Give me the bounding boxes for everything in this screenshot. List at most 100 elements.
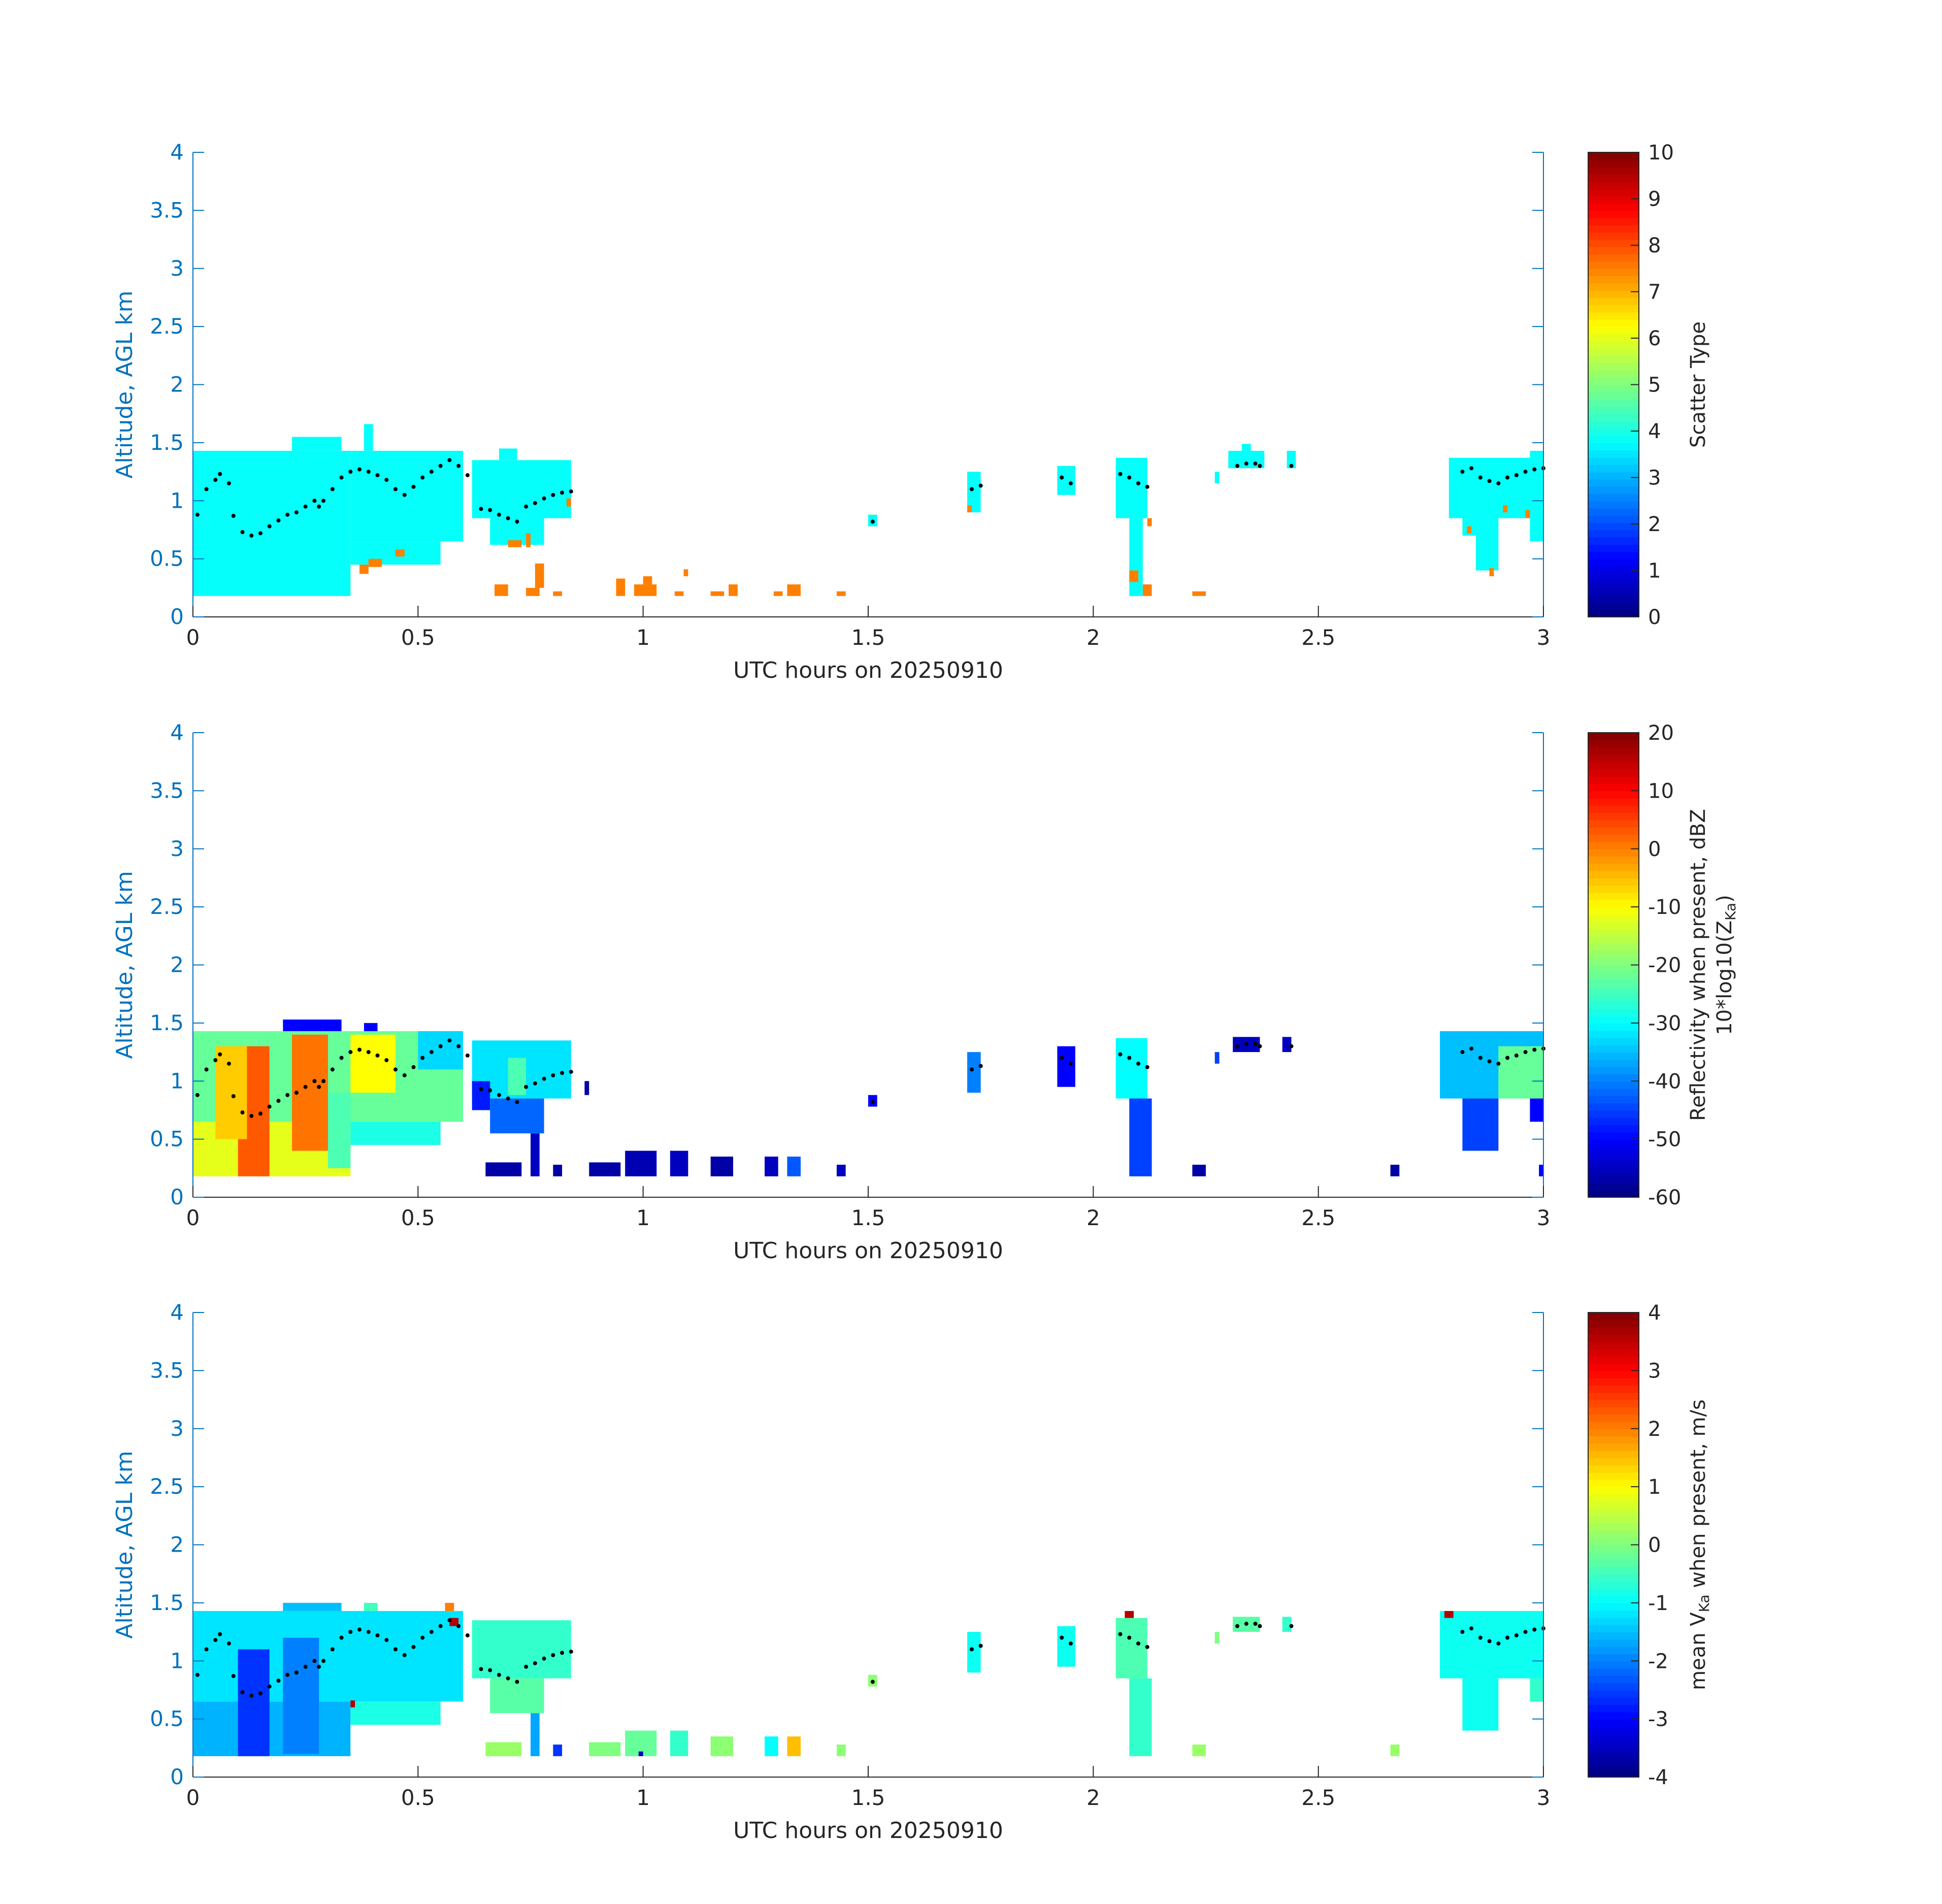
cloud-base-point [317, 1664, 321, 1669]
heatmap-cell [238, 1649, 270, 1756]
heatmap-cell [328, 1093, 351, 1168]
colorbar-segment [1588, 907, 1639, 915]
heatmap-cell [1214, 1632, 1220, 1644]
colorbar-label: Scatter Type [1687, 321, 1710, 448]
colorbar-segment [1588, 1487, 1639, 1495]
cloud-base-point [1235, 1044, 1240, 1048]
heatmap-cell [1444, 1611, 1454, 1618]
cloud-base-point [249, 1693, 254, 1698]
cloud-base-point [1496, 481, 1501, 485]
cloud-base-point [456, 464, 461, 468]
cloud-base-point [1478, 1635, 1483, 1640]
x-tick-label: 2 [1087, 1785, 1100, 1810]
colorbar-segment [1588, 1370, 1639, 1378]
cloud-base-point [204, 1647, 209, 1652]
colorbar-segment [1588, 290, 1639, 298]
colorbar-segment [1588, 1356, 1639, 1364]
heatmap-cell [495, 584, 508, 596]
heatmap-cell [499, 448, 517, 461]
colorbar-segment [1588, 1023, 1639, 1031]
cloud-base-point [488, 508, 492, 512]
colorbar-label-line2: 10*log10(ZKa) [1713, 895, 1739, 1035]
cloud-base-point [357, 1627, 362, 1632]
colorbar-segment [1588, 776, 1639, 784]
heatmap-cell [1462, 1678, 1499, 1731]
y-tick-label: 2.5 [150, 314, 184, 339]
colorbar-segment [1588, 1110, 1639, 1118]
cloud-base-point [1469, 1046, 1474, 1051]
heatmap-cell [643, 576, 652, 584]
colorbar-segment [1588, 1161, 1639, 1169]
cloud-base-point [375, 1053, 380, 1058]
cloud-base-point [1460, 1050, 1465, 1055]
colorbar-segment [1588, 167, 1639, 175]
heatmap-cell [787, 1156, 801, 1176]
colorbar-segment [1588, 224, 1639, 233]
cloud-base-point [312, 1659, 317, 1663]
colorbar-segment [1588, 312, 1639, 320]
cloud-base-point [978, 1064, 983, 1068]
cloud-base-point [402, 1073, 407, 1077]
cloud-base-point [1253, 1622, 1258, 1626]
heatmap-cell [710, 591, 725, 596]
y-tick-label: 3 [170, 1416, 184, 1441]
colorbar-segment [1588, 1008, 1639, 1016]
colorbar-segment [1588, 1327, 1639, 1335]
colorbar-segment [1588, 929, 1639, 937]
x-tick-label: 0 [186, 1205, 200, 1230]
heatmap-cell [350, 1701, 441, 1725]
cloud-base-point [231, 513, 236, 518]
heatmap-cell [526, 587, 540, 596]
colorbar-segment [1588, 355, 1639, 364]
colorbar-segment [1588, 1443, 1639, 1451]
heatmap-cell [449, 1618, 459, 1626]
heatmap-cell [674, 591, 684, 596]
colorbar-segment [1588, 1566, 1639, 1574]
cloud-base-point [312, 499, 317, 503]
heatmap-cell [283, 1637, 319, 1754]
colorbar-segment [1588, 870, 1639, 878]
cloud-base-point [560, 490, 565, 495]
cloud-base-point [195, 1093, 200, 1097]
cloud-base-point [317, 504, 321, 509]
cloud-base-point [294, 1670, 299, 1675]
colorbar-segment [1588, 885, 1639, 893]
heatmap-cell [1282, 1617, 1292, 1632]
colorbar-segment [1588, 297, 1639, 306]
colorbar-segment [1588, 305, 1639, 313]
colorbar-tick-label: 7 [1648, 281, 1661, 304]
colorbar-segment [1588, 965, 1639, 973]
cloud-base-point [488, 1088, 492, 1093]
colorbar-label: mean VKa when present, m/s [1687, 1399, 1713, 1690]
heatmap-cell [1115, 1038, 1147, 1099]
colorbar-segment [1588, 1465, 1639, 1473]
cloud-base-point [1469, 1626, 1474, 1631]
cloud-base-point [447, 458, 452, 463]
colorbar-segment [1588, 921, 1639, 930]
panel-1: 0 0.5 1 1.5 2 2.5 3 3.5 4 0 0.5 1 1.5 2 2.5 3 UTC hours … [112, 140, 1710, 683]
heatmap-cell [531, 1713, 540, 1756]
cloud-base-point [384, 478, 389, 482]
colorbar-segment [1588, 268, 1639, 277]
colorbar-segment [1588, 1095, 1639, 1104]
heatmap-cell [1129, 518, 1143, 596]
colorbar-segment [1588, 428, 1639, 436]
cloud-base-point [317, 1085, 321, 1089]
cloud-base-point [267, 524, 272, 529]
cloud-base-point [411, 484, 416, 489]
x-tick-label: 1.5 [851, 1785, 885, 1810]
colorbar-tick-label: 9 [1648, 188, 1661, 211]
cloud-base-point [294, 510, 299, 515]
heatmap-cell [836, 1744, 846, 1756]
cloud-base-point [524, 1664, 529, 1669]
cloud-base-point [569, 1069, 573, 1074]
colorbar-segment [1588, 1450, 1639, 1458]
cloud-base-point [420, 1635, 425, 1640]
colorbar-segment [1588, 152, 1639, 160]
heatmap-cell [1142, 584, 1152, 596]
colorbar-segment [1588, 232, 1639, 240]
cloud-base-point [276, 1099, 281, 1103]
colorbar-segment [1588, 783, 1639, 792]
cloud-base-point [1127, 1635, 1132, 1640]
heatmap-cell [566, 498, 571, 507]
